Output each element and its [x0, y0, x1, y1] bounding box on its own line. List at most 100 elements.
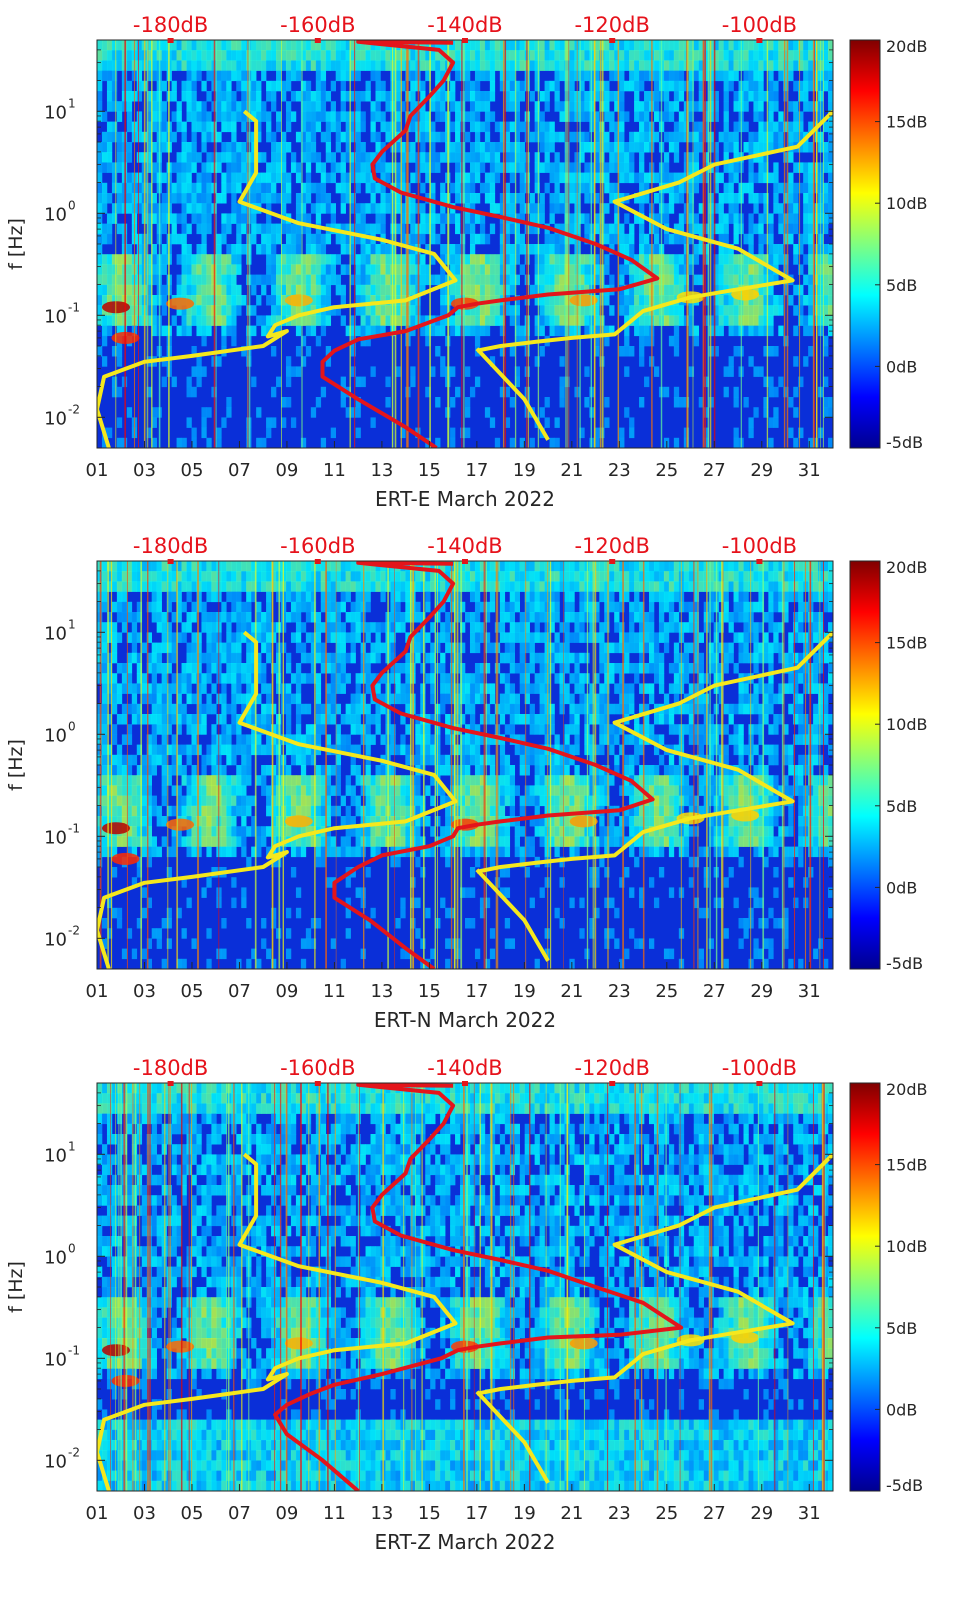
- y-tick-label: 10: [44, 929, 67, 950]
- x-tick-label: 23: [608, 981, 631, 1002]
- svg-text:0: 0: [68, 198, 76, 212]
- colorbar: [850, 561, 880, 969]
- top-axis-label: -160dB: [280, 1056, 355, 1080]
- x-tick-label: 17: [465, 1503, 488, 1524]
- x-tick-label: 23: [608, 1503, 631, 1524]
- x-axis-label: ERT-Z March 2022: [375, 1530, 556, 1554]
- colorbar-label: 20dB: [886, 1080, 928, 1099]
- svg-text:1: 1: [68, 96, 76, 110]
- x-tick-label: 21: [560, 1503, 583, 1524]
- y-axis-label: f [Hz]: [5, 739, 27, 791]
- x-tick-label: 15: [418, 1503, 441, 1524]
- y-tick-label: 10: [44, 1349, 67, 1370]
- x-tick-label: 19: [513, 460, 536, 481]
- x-tick-label: 03: [133, 981, 156, 1002]
- y-axis-label: f [Hz]: [5, 218, 27, 270]
- svg-text:-2: -2: [68, 402, 80, 416]
- top-axis-label: -100dB: [722, 13, 797, 37]
- top-axis-tick: [756, 38, 762, 43]
- top-axis-tick: [609, 559, 615, 564]
- x-axis-label: ERT-N March 2022: [374, 1008, 556, 1032]
- x-tick-label: 01: [86, 460, 109, 481]
- top-axis-label: -120dB: [574, 13, 649, 37]
- colorbar: [850, 1083, 880, 1491]
- x-tick-label: 01: [86, 1503, 109, 1524]
- colorbar-label: 15dB: [886, 1156, 928, 1175]
- x-tick-label: 17: [465, 981, 488, 1002]
- top-axis-label: -120dB: [574, 1056, 649, 1080]
- x-tick-label: 17: [465, 460, 488, 481]
- x-tick-label: 27: [703, 981, 726, 1002]
- top-axis-label: -140dB: [427, 13, 502, 37]
- x-tick-label: 05: [181, 981, 204, 1002]
- y-tick-label: 10: [44, 827, 67, 848]
- colorbar-label: 10dB: [886, 194, 928, 213]
- top-axis-tick: [609, 38, 615, 43]
- x-tick-label: 31: [798, 1503, 821, 1524]
- x-tick-label: 07: [228, 1503, 251, 1524]
- x-tick-label: 05: [181, 460, 204, 481]
- top-axis-tick: [168, 559, 174, 564]
- top-axis-label: -100dB: [722, 1056, 797, 1080]
- colorbar-label: 0dB: [886, 878, 917, 897]
- x-tick-label: 11: [323, 981, 346, 1002]
- colorbar: [850, 40, 880, 448]
- colorbar-label: -5dB: [886, 954, 923, 973]
- colorbar-label: 10dB: [886, 715, 928, 734]
- x-tick-label: 21: [560, 460, 583, 481]
- x-tick-label: 09: [275, 1503, 298, 1524]
- top-axis-tick: [609, 1081, 615, 1086]
- x-tick-label: 29: [750, 981, 773, 1002]
- colorbar-label: -5dB: [886, 1476, 923, 1495]
- x-tick-label: 25: [655, 1503, 678, 1524]
- top-axis-label: -100dB: [722, 534, 797, 558]
- y-tick-label: 10: [44, 1247, 67, 1268]
- x-tick-label: 07: [228, 981, 251, 1002]
- colorbar-label: 0dB: [886, 357, 917, 376]
- colorbar-label: 5dB: [886, 1319, 917, 1338]
- x-tick-label: 03: [133, 1503, 156, 1524]
- top-axis-label: -180dB: [133, 1056, 208, 1080]
- top-axis-label: -160dB: [280, 13, 355, 37]
- y-tick-label: 10: [44, 204, 67, 225]
- top-axis-label: -180dB: [133, 534, 208, 558]
- top-axis-tick: [462, 38, 468, 43]
- x-tick-label: 09: [275, 460, 298, 481]
- svg-text:-1: -1: [68, 300, 80, 314]
- y-axis-label: f [Hz]: [5, 1261, 27, 1313]
- top-axis-tick: [756, 1081, 762, 1086]
- x-tick-label: 03: [133, 460, 156, 481]
- top-axis-label: -180dB: [133, 13, 208, 37]
- x-tick-label: 15: [418, 460, 441, 481]
- top-axis-tick: [462, 559, 468, 564]
- x-tick-label: 13: [370, 981, 393, 1002]
- y-tick-label: 10: [44, 408, 67, 429]
- top-axis-label: -120dB: [574, 534, 649, 558]
- top-axis-label: -140dB: [427, 534, 502, 558]
- x-tick-label: 29: [750, 1503, 773, 1524]
- top-axis-tick: [315, 1081, 321, 1086]
- x-tick-label: 27: [703, 1503, 726, 1524]
- x-tick-label: 01: [86, 981, 109, 1002]
- top-axis-tick: [168, 38, 174, 43]
- top-axis-label: -140dB: [427, 1056, 502, 1080]
- x-tick-label: 27: [703, 460, 726, 481]
- colorbar-label: 10dB: [886, 1237, 928, 1256]
- colorbar-label: 5dB: [886, 276, 917, 295]
- x-tick-label: 25: [655, 981, 678, 1002]
- top-axis-tick: [462, 1081, 468, 1086]
- colorbar-label: 20dB: [886, 558, 928, 577]
- top-axis-label: -160dB: [280, 534, 355, 558]
- x-tick-label: 15: [418, 981, 441, 1002]
- y-tick-label: 10: [44, 725, 67, 746]
- y-tick-label: 10: [44, 306, 67, 327]
- top-axis-tick: [315, 38, 321, 43]
- y-tick-label: 10: [44, 623, 67, 644]
- x-tick-label: 07: [228, 460, 251, 481]
- x-tick-label: 21: [560, 981, 583, 1002]
- y-tick-label: 10: [44, 1451, 67, 1472]
